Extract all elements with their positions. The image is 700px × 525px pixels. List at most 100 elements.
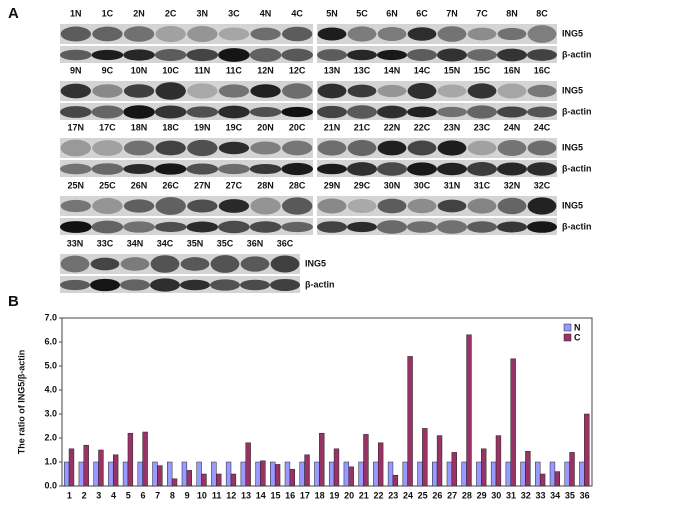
lane-label: 3C bbox=[228, 8, 240, 18]
bar bbox=[328, 461, 335, 487]
band-label: β-actin bbox=[305, 279, 335, 289]
lane-label: 25N bbox=[68, 180, 85, 190]
bar bbox=[505, 461, 511, 487]
lane-label: 14C bbox=[414, 65, 431, 75]
band-label: β-actin bbox=[562, 221, 592, 231]
band bbox=[317, 163, 347, 175]
bar bbox=[392, 474, 399, 487]
bar bbox=[525, 450, 531, 487]
band bbox=[91, 220, 124, 234]
lane-label: 35C bbox=[217, 238, 234, 248]
lane-label: 31C bbox=[474, 180, 491, 190]
legend-swatch bbox=[563, 323, 572, 332]
band bbox=[150, 255, 180, 273]
bar bbox=[230, 473, 237, 487]
lane-label: 29C bbox=[354, 180, 371, 190]
bar bbox=[579, 461, 585, 487]
band bbox=[467, 198, 497, 214]
band bbox=[347, 105, 377, 119]
band bbox=[527, 106, 557, 118]
lane-label: 2N bbox=[133, 8, 145, 18]
band bbox=[437, 199, 467, 213]
lane-label: 21N bbox=[324, 122, 341, 132]
bar bbox=[417, 461, 423, 487]
bar bbox=[319, 432, 325, 487]
lane-label: 17N bbox=[68, 122, 85, 132]
lane-label: 23N bbox=[444, 122, 461, 132]
bar bbox=[554, 471, 561, 487]
band bbox=[281, 106, 313, 118]
band bbox=[407, 49, 437, 61]
plot-frame bbox=[61, 317, 593, 487]
band bbox=[377, 198, 407, 214]
band-label: β-actin bbox=[562, 106, 592, 116]
band bbox=[437, 84, 467, 98]
x-tick-label: 23 bbox=[388, 490, 398, 500]
lane-label: 9C bbox=[102, 65, 114, 75]
bar bbox=[83, 444, 89, 487]
lane-label: 26N bbox=[131, 180, 148, 190]
bar bbox=[284, 461, 291, 487]
lane-label: 35N bbox=[187, 238, 204, 248]
band bbox=[467, 221, 497, 233]
band bbox=[187, 199, 218, 213]
band bbox=[186, 163, 219, 175]
band bbox=[240, 279, 270, 291]
lane-label: 34N bbox=[127, 238, 144, 248]
x-tick-label: 33 bbox=[535, 490, 545, 500]
band bbox=[407, 106, 437, 118]
lane-label: 29N bbox=[324, 180, 341, 190]
band bbox=[527, 49, 557, 61]
bar bbox=[299, 461, 305, 487]
x-tick-label: 30 bbox=[491, 490, 501, 500]
band bbox=[60, 139, 91, 157]
band bbox=[60, 279, 90, 291]
lane-label: 33N bbox=[67, 238, 84, 248]
bar bbox=[255, 461, 261, 487]
bar bbox=[466, 334, 472, 487]
x-tick-label: 34 bbox=[550, 490, 560, 500]
x-tick-label: 32 bbox=[521, 490, 531, 500]
x-tick-label: 17 bbox=[300, 490, 310, 500]
bar bbox=[432, 461, 438, 487]
band bbox=[123, 140, 155, 156]
lane-label: 3N bbox=[197, 8, 209, 18]
blot-strip bbox=[60, 103, 313, 120]
bar bbox=[549, 461, 556, 487]
bar bbox=[68, 448, 75, 487]
band bbox=[467, 105, 497, 119]
blot-strip bbox=[317, 103, 557, 120]
y-tick-label: 4.0 bbox=[44, 384, 57, 394]
band bbox=[91, 163, 124, 175]
band bbox=[377, 162, 407, 176]
band bbox=[437, 140, 467, 156]
band bbox=[91, 105, 124, 119]
band bbox=[347, 49, 377, 61]
bar bbox=[363, 434, 369, 487]
bar bbox=[373, 461, 379, 487]
bar bbox=[142, 431, 148, 487]
band bbox=[270, 255, 300, 273]
lane-label: 7C bbox=[476, 8, 488, 18]
bar bbox=[122, 461, 129, 487]
band bbox=[249, 163, 282, 175]
band bbox=[186, 48, 219, 62]
bar bbox=[402, 461, 408, 487]
band bbox=[527, 221, 557, 233]
lane-label: 23C bbox=[474, 122, 491, 132]
band bbox=[467, 49, 497, 61]
lane-label: 1C bbox=[102, 8, 114, 18]
band bbox=[407, 140, 437, 156]
band bbox=[437, 48, 467, 62]
y-tick-label: 7.0 bbox=[44, 312, 57, 322]
bar bbox=[490, 461, 497, 487]
band-label: ING5 bbox=[562, 28, 583, 38]
band bbox=[527, 84, 557, 98]
x-tick-label: 19 bbox=[329, 490, 339, 500]
x-tick-label: 1 bbox=[67, 490, 72, 500]
band bbox=[154, 105, 187, 119]
lane-label: 15C bbox=[474, 65, 491, 75]
lane-label: 27C bbox=[226, 180, 243, 190]
lane-label: 18C bbox=[162, 122, 179, 132]
band bbox=[270, 278, 300, 292]
